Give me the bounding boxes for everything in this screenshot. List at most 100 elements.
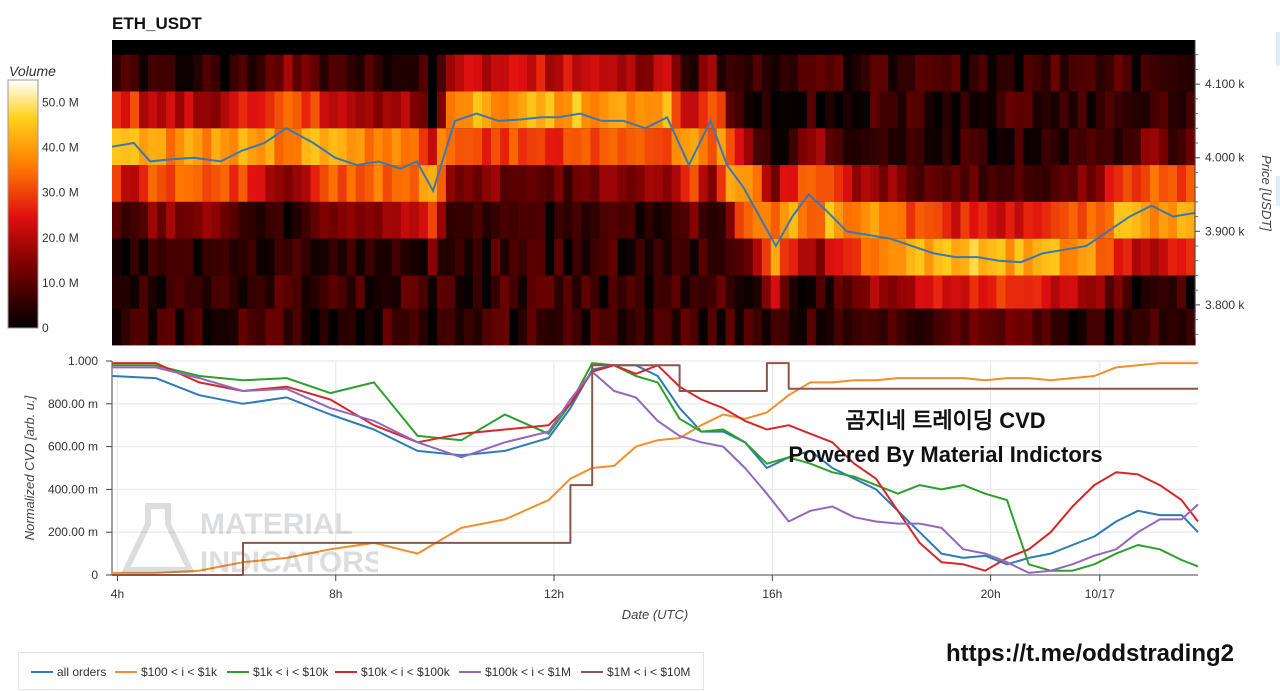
heatmap-cell	[1059, 275, 1070, 313]
heatmap-cell	[1177, 201, 1187, 239]
heatmap-cell	[482, 238, 492, 276]
heatmap-cell	[455, 165, 465, 202]
heatmap-cell	[509, 54, 519, 92]
heatmap-cell	[1177, 238, 1187, 276]
heatmap-cell	[969, 54, 979, 92]
heatmap-cell	[229, 201, 239, 239]
heatmap-cell	[689, 91, 700, 129]
heatmap-cell	[1086, 238, 1097, 276]
heatmap-cell	[310, 238, 321, 276]
edge-marker	[1276, 32, 1280, 66]
heatmap-cell	[761, 308, 772, 346]
heatmap-cell	[1014, 165, 1025, 202]
heatmap-cell	[707, 91, 718, 129]
heatmap-cell	[590, 91, 600, 129]
heatmap-cell	[418, 128, 429, 166]
heatmap-cell	[653, 165, 664, 202]
heatmap-cell	[509, 165, 519, 202]
heatmap-cell	[148, 165, 158, 202]
heatmap-cell	[409, 201, 420, 239]
heatmap-cell	[978, 128, 988, 166]
heatmap-cell	[761, 165, 772, 202]
svg-text:MATERIAL: MATERIAL	[200, 508, 353, 541]
heatmap-cell	[1014, 91, 1025, 129]
heatmap-cell	[527, 128, 537, 166]
heatmap-cell	[942, 308, 952, 346]
heatmap-cell	[157, 308, 167, 346]
heatmap-cell	[130, 201, 140, 239]
heatmap-cell	[139, 128, 149, 166]
heatmap-cell	[238, 54, 248, 92]
heatmap-cell	[1059, 128, 1070, 166]
legend-item-1k-10k[interactable]: $1k < i < $10k	[227, 665, 328, 679]
heatmap-cell	[175, 308, 185, 346]
heatmap-cell	[247, 165, 257, 202]
heatmap-cell	[121, 238, 131, 276]
heatmap-cell	[960, 165, 970, 202]
heatmap-cell	[599, 201, 609, 239]
legend-label: all orders	[57, 665, 107, 679]
heatmap-cell	[815, 238, 826, 276]
heatmap-cell	[256, 275, 266, 313]
heatmap-cell	[996, 165, 1006, 202]
heatmap-cell	[1050, 308, 1061, 346]
heatmap-cell	[292, 128, 303, 166]
heatmap-cell	[788, 308, 799, 346]
heatmap-cell	[996, 128, 1006, 166]
heatmap-cell	[752, 54, 763, 92]
heatmap-cell	[960, 275, 970, 313]
heatmap-cell	[581, 91, 591, 129]
heatmap-cell	[1059, 54, 1070, 92]
legend-swatch	[459, 670, 481, 673]
heatmap-cell	[987, 308, 997, 346]
heatmap-cell	[265, 165, 275, 202]
heatmap-cell	[1041, 308, 1052, 346]
heatmap-cell	[500, 201, 510, 239]
heatmap-cell	[319, 165, 330, 202]
heatmap-cell	[1032, 308, 1043, 346]
heatmap-cell	[599, 54, 609, 92]
heatmap-cell	[319, 91, 330, 129]
heatmap-cell	[599, 308, 609, 346]
heatmap-cell	[1122, 308, 1133, 346]
heatmap-cell	[355, 201, 366, 239]
cvd-background	[112, 361, 1198, 575]
heatmap-cell	[635, 275, 646, 313]
heatmap-cell	[924, 128, 934, 166]
heatmap-cell	[193, 54, 203, 92]
heatmap-cell	[752, 201, 763, 239]
heatmap-cell	[843, 91, 853, 129]
price-line	[111, 112, 1196, 264]
heatmap-cell	[942, 275, 952, 313]
heatmap-cell	[834, 128, 844, 166]
legend-item-100k-1m[interactable]: $100k < i < $1M	[459, 665, 571, 679]
telegram-link[interactable]: https://t.me/oddstrading2	[946, 640, 1234, 667]
cvd-y-axis-label: Normalized CVD [arb. u.]	[22, 395, 37, 540]
heatmap-cell	[455, 54, 465, 92]
heatmap-cell	[770, 165, 781, 202]
heatmap-cell	[536, 238, 546, 276]
heatmap-cell	[987, 201, 997, 239]
heatmap-cell	[671, 128, 682, 166]
heatmap-cell	[897, 308, 907, 346]
heatmap-cell	[608, 275, 618, 313]
heatmap-cell	[825, 91, 835, 129]
heatmap-cell	[689, 275, 700, 313]
heatmap-cell	[292, 275, 303, 313]
heatmap-cell	[1186, 308, 1196, 346]
heatmap-cell	[545, 91, 555, 129]
legend-item-10k-100k[interactable]: $10k < i < $100k	[335, 665, 450, 679]
heatmap-cell	[608, 238, 618, 276]
heatmap-cell	[734, 308, 745, 346]
legend-item-100-1k[interactable]: $100 < i < $1k	[115, 665, 217, 679]
heatmap-cell	[1014, 54, 1025, 92]
heatmap-cell	[671, 201, 682, 239]
heatmap-cell	[815, 308, 826, 346]
heatmap-cell	[202, 165, 212, 202]
heatmap-cell	[1149, 54, 1160, 92]
legend-item-1m-10m[interactable]: $1M < i < $10M	[581, 665, 690, 679]
heatmap-cell	[1068, 308, 1079, 346]
edge-marker	[1276, 176, 1280, 206]
legend-item-all-orders[interactable]: all orders	[31, 665, 106, 679]
heatmap-cell	[527, 308, 537, 346]
